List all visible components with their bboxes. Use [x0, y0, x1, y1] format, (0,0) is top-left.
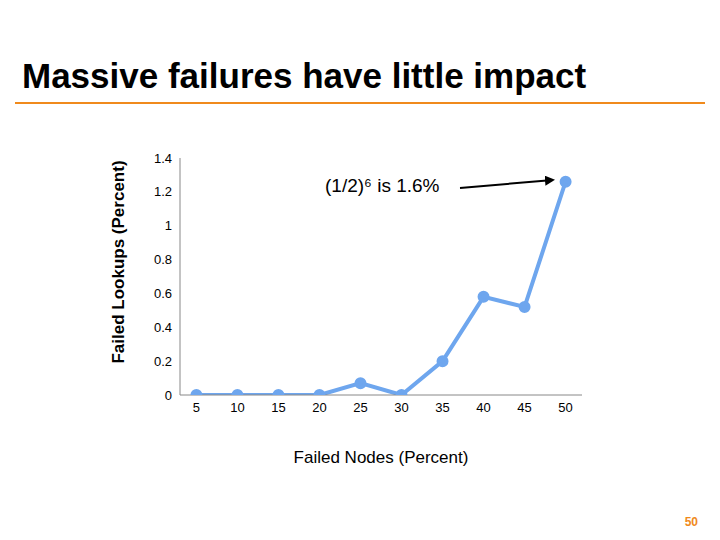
- svg-text:15: 15: [271, 400, 285, 415]
- svg-text:0.8: 0.8: [154, 252, 172, 267]
- svg-text:1: 1: [165, 218, 172, 233]
- svg-text:30: 30: [394, 400, 408, 415]
- svg-text:1.4: 1.4: [154, 151, 172, 166]
- svg-text:50: 50: [558, 400, 572, 415]
- svg-text:50: 50: [685, 515, 699, 529]
- svg-text:40: 40: [476, 400, 490, 415]
- svg-text:5: 5: [193, 400, 200, 415]
- svg-text:0.4: 0.4: [154, 320, 172, 335]
- svg-text:25: 25: [353, 400, 367, 415]
- svg-text:Failed Lookups (Percent): Failed Lookups (Percent): [109, 160, 128, 363]
- svg-text:1.2: 1.2: [154, 184, 172, 199]
- svg-text:0: 0: [165, 388, 172, 403]
- svg-text:0.6: 0.6: [154, 286, 172, 301]
- svg-text:(1/2)⁶ is 1.6%: (1/2)⁶ is 1.6%: [325, 175, 440, 196]
- svg-text:35: 35: [435, 400, 449, 415]
- svg-text:0.2: 0.2: [154, 354, 172, 369]
- svg-text:Failed Nodes (Percent): Failed Nodes (Percent): [294, 448, 469, 467]
- svg-text:45: 45: [517, 400, 531, 415]
- svg-text:20: 20: [312, 400, 326, 415]
- svg-text:Massive failures have little i: Massive failures have little impact: [22, 56, 586, 95]
- svg-text:10: 10: [230, 400, 244, 415]
